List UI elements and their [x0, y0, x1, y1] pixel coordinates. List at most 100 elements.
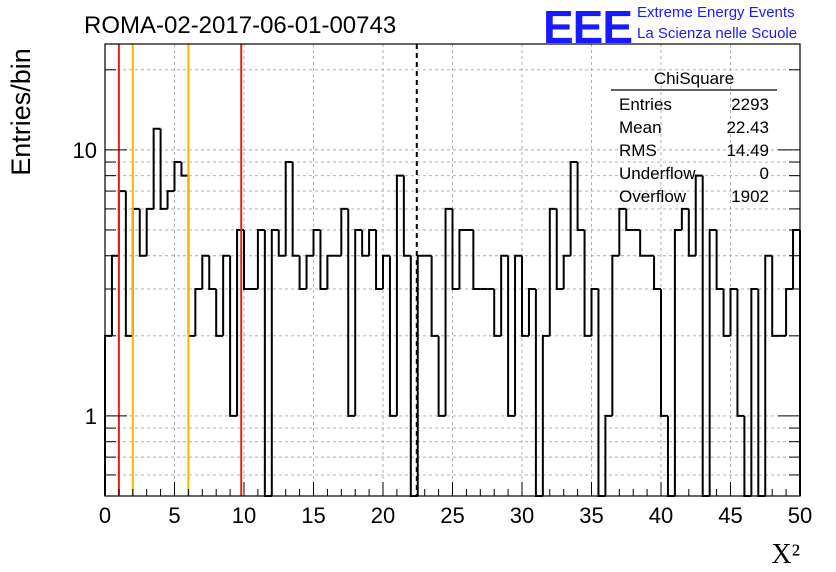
- histogram-bin: [576, 162, 585, 231]
- histogram-bin: [263, 229, 272, 497]
- histogram-bin: [527, 287, 536, 336]
- histogram-bin: [604, 414, 613, 496]
- histogram-bin: [660, 288, 668, 417]
- histogram-bin: [639, 229, 648, 257]
- histogram-bin: [444, 207, 453, 416]
- histogram-bin: [298, 255, 307, 290]
- histogram-bin: [208, 255, 217, 290]
- stats-label-mean: Mean: [619, 118, 662, 137]
- histogram-bin: [771, 255, 780, 337]
- histogram-bin: [138, 208, 147, 257]
- histogram-bin: [562, 254, 571, 289]
- histogram-bin: [402, 175, 411, 257]
- histogram-bin: [201, 254, 210, 289]
- histogram-bin: [472, 229, 481, 290]
- x-tick-label: 45: [718, 503, 742, 528]
- x-tick-label: 30: [510, 503, 534, 528]
- histogram-bin: [152, 127, 161, 209]
- histogram-bin: [792, 228, 800, 289]
- histogram-bin: [521, 255, 529, 337]
- histogram-bin: [145, 207, 154, 256]
- histogram-bin: [215, 288, 224, 337]
- x-tick-label: 0: [99, 503, 111, 528]
- histogram-bin: [284, 161, 293, 256]
- histogram-bin: [451, 208, 460, 290]
- stats-label-overflow: Overflow: [619, 187, 687, 206]
- histogram-bin: [375, 229, 383, 290]
- histogram-bin: [437, 335, 446, 417]
- stats-title: ChiSquare: [654, 69, 734, 88]
- x-tick-label: 20: [371, 503, 395, 528]
- histogram-bin: [340, 207, 349, 256]
- histogram-bin: [458, 228, 467, 289]
- histogram-bin: [750, 287, 759, 496]
- histogram-bin: [618, 207, 627, 256]
- x-axis-label: X²: [771, 539, 800, 570]
- histogram-bin: [534, 288, 543, 497]
- histogram-bin: [326, 254, 335, 289]
- histogram-bin: [514, 254, 522, 416]
- histogram-bin: [611, 254, 620, 416]
- histogram-bin: [708, 228, 717, 496]
- chart-title: ROMA-02-2017-06-01-00743: [84, 12, 396, 39]
- logo-line-2: La Scienza nelle Scuole: [637, 25, 797, 42]
- histogram-bin: [222, 254, 231, 336]
- stats-label-underflow: Underflow: [619, 164, 696, 183]
- histogram-bin: [180, 162, 189, 177]
- histogram-bin: [680, 207, 689, 230]
- histogram-bin: [368, 228, 377, 256]
- stats-label-entries: Entries: [619, 95, 672, 114]
- histogram-bin: [229, 255, 238, 417]
- histogram-bin: [764, 254, 773, 496]
- histogram-bin: [305, 254, 314, 289]
- histogram-bin: [722, 288, 731, 337]
- stats-value-entries: 2293: [731, 95, 769, 114]
- histogram-bin: [173, 161, 182, 192]
- histogram-bin: [673, 228, 682, 496]
- x-tick-label: 15: [301, 503, 325, 528]
- histogram-bin: [757, 288, 766, 497]
- x-tick-label: 50: [788, 503, 812, 528]
- histogram-bin: [416, 254, 425, 496]
- histogram-bin: [131, 207, 140, 336]
- y-axis-label: Entries/bin: [6, 48, 36, 176]
- histogram-bin: [319, 229, 328, 290]
- histogram-bin: [117, 190, 126, 256]
- histogram-bin: [548, 207, 557, 336]
- histogram-bin: [694, 174, 703, 256]
- histogram-bin: [312, 228, 321, 256]
- histogram-bin: [583, 229, 592, 337]
- stats-value-mean: 22.43: [726, 118, 769, 137]
- histogram-bin: [124, 191, 133, 337]
- histogram-bin: [590, 287, 599, 336]
- histogram-bin: [395, 174, 404, 416]
- histogram-bin: [159, 128, 168, 210]
- histogram-bin: [361, 229, 370, 257]
- x-tick-label: 10: [232, 503, 256, 528]
- histogram-bin: [569, 161, 578, 256]
- histogram-bin: [687, 208, 696, 257]
- histogram-bin: [507, 255, 516, 417]
- histogram-bin: [541, 334, 550, 496]
- stats-value-rms: 14.49: [726, 141, 769, 160]
- x-tick-label: 40: [649, 503, 673, 528]
- stats-label-rms: RMS: [619, 141, 657, 160]
- histogram-bin: [256, 228, 265, 289]
- x-tick-label: 35: [579, 503, 603, 528]
- y-tick-label: 1: [85, 404, 97, 429]
- histogram-bin: [110, 254, 119, 336]
- histogram-bin: [597, 288, 606, 497]
- axis-ticks: 0 5 10 15 20 25 30 35 40 45 50 1 10: [73, 69, 812, 528]
- logo-line-1: Extreme Energy Events: [637, 4, 795, 21]
- histogram-bin: [715, 229, 724, 290]
- histogram-bin: [194, 287, 203, 336]
- eee-logo: EEE Extreme Energy Events La Scienza nel…: [543, 1, 797, 53]
- x-tick-label: 25: [440, 503, 464, 528]
- histogram-bin: [430, 255, 439, 337]
- histogram-bin: [166, 190, 175, 209]
- histogram-bin: [736, 288, 745, 417]
- histogram-bin: [354, 228, 363, 416]
- histogram-bin: [653, 255, 661, 290]
- histogram-bin: [500, 254, 509, 336]
